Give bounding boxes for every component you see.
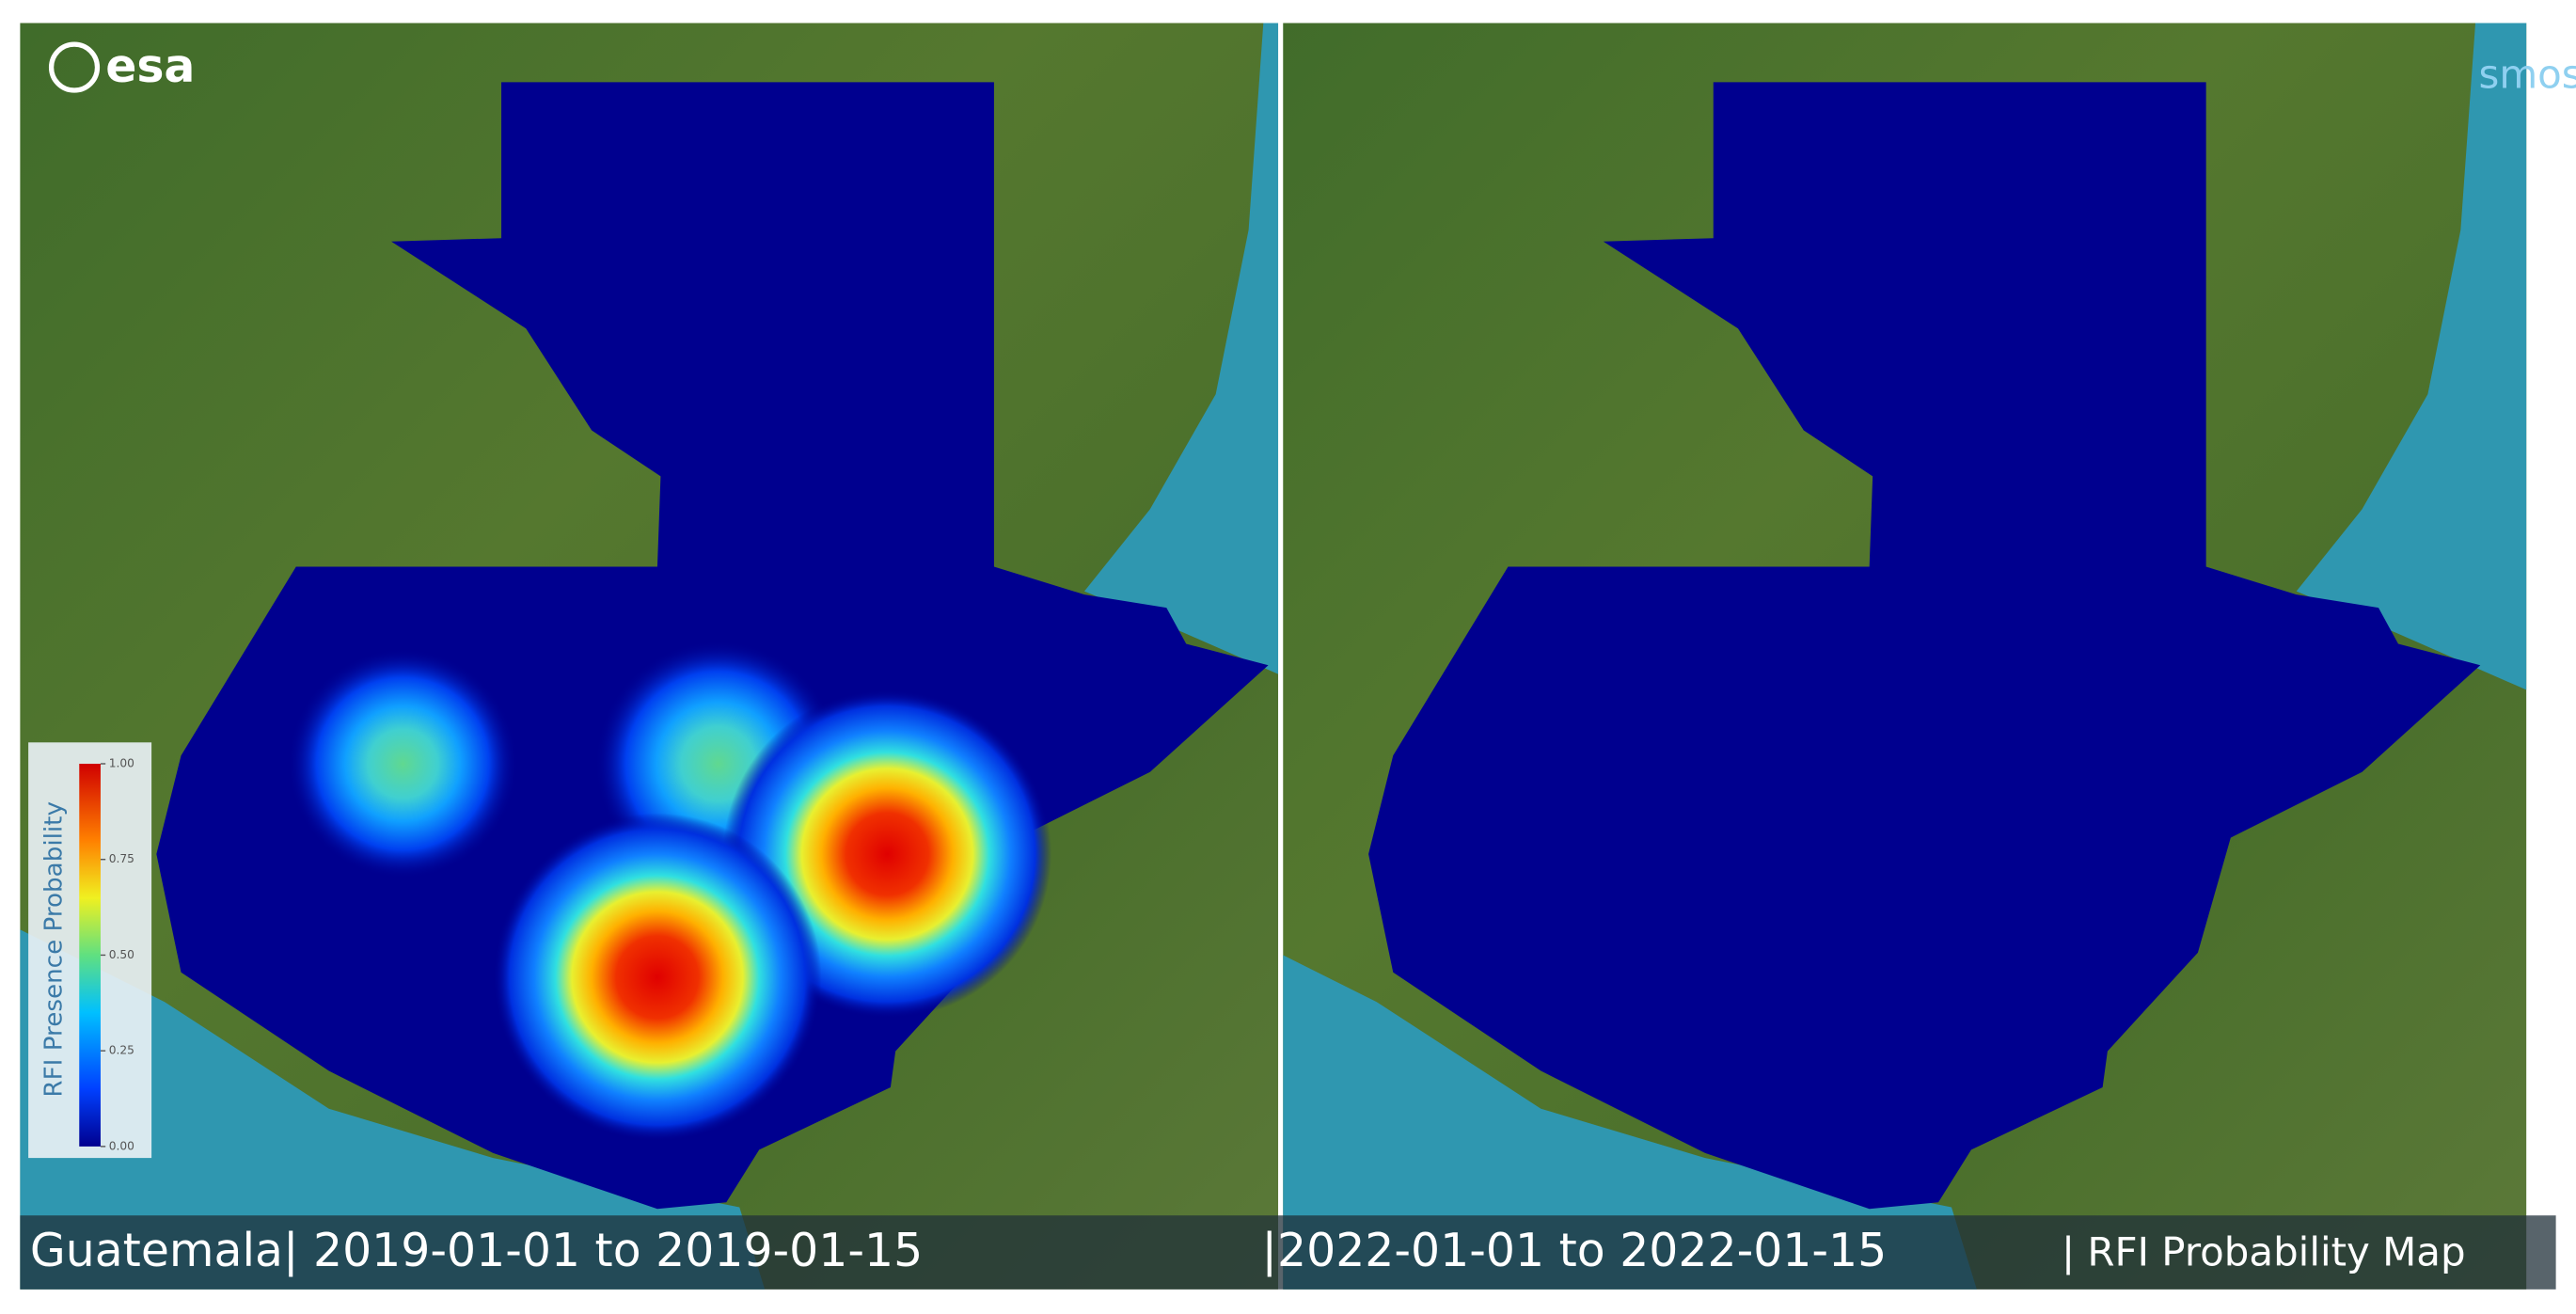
colorbar: RFI Presence Probability 0.00 0.25 0.50 0.7… — [28, 742, 152, 1159]
colorbar-tick-label: 0.50 — [109, 948, 134, 961]
esa-icon — [48, 41, 101, 93]
caption-right: |2022-01-01 to 2022-01-15 — [1262, 1224, 1888, 1277]
colorbar-tick-label: 0.00 — [109, 1139, 134, 1152]
colorbar-title: RFI Presence Probability — [40, 801, 69, 1098]
rfi-hotspot — [288, 648, 518, 879]
esa-logo: esa — [48, 40, 195, 93]
caption-label: | RFI Probability Map — [2062, 1229, 2466, 1275]
right-map — [1283, 23, 2527, 1290]
caption-left: Guatemala| 2019-01-01 to 2019-01-15 — [30, 1224, 923, 1277]
smos-logo: smos — [2479, 52, 2576, 98]
colorbar-tick-label: 0.25 — [109, 1044, 134, 1057]
caption-bar — [20, 1215, 2556, 1290]
rfi-hotspot — [493, 813, 822, 1142]
colorbar-tick-label: 1.00 — [109, 757, 134, 770]
colorbar-ramp — [79, 764, 101, 1147]
colorbar-tick-label: 0.75 — [109, 852, 134, 865]
esa-text: esa — [105, 40, 195, 93]
left-map — [20, 23, 1279, 1290]
